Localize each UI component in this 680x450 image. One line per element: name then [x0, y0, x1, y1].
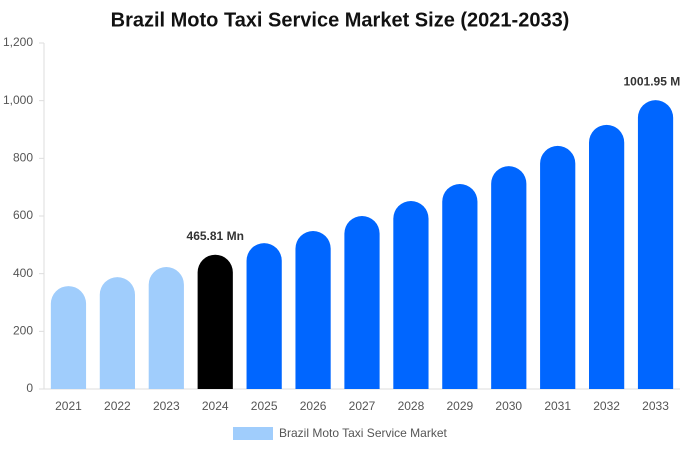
y-tick-label: 400 [13, 266, 33, 280]
bar [393, 201, 429, 389]
value-label: 465.81 Mn [187, 229, 244, 243]
x-tick-label: 2030 [495, 399, 522, 413]
y-tick-label: 800 [13, 151, 33, 165]
x-tick-label: 2033 [642, 399, 669, 413]
x-tick-label: 2029 [446, 399, 473, 413]
bar [540, 145, 576, 389]
x-tick-label: 2021 [55, 399, 82, 413]
x-tick-label: 2023 [153, 399, 180, 413]
legend-label: Brazil Moto Taxi Service Market [279, 426, 447, 440]
bar [637, 100, 674, 389]
bar [148, 267, 184, 389]
bar [442, 183, 478, 389]
value-label: 1001.95 Mn [624, 74, 680, 88]
x-tick-label: 2028 [398, 399, 425, 413]
x-tick-label: 2032 [593, 399, 620, 413]
y-tick-label: 600 [13, 208, 33, 222]
bar [50, 286, 87, 389]
legend-swatch [233, 427, 273, 440]
chart-title: Brazil Moto Taxi Service Market Size (20… [111, 9, 570, 31]
x-tick-label: 2027 [349, 399, 376, 413]
bar [491, 166, 527, 389]
x-tick-label: 2024 [202, 399, 229, 413]
bar [295, 230, 331, 389]
x-tick-label: 2026 [300, 399, 327, 413]
x-tick-label: 2031 [544, 399, 571, 413]
bar [246, 243, 282, 389]
y-tick-label: 1,000 [3, 93, 33, 107]
bar [197, 254, 233, 389]
y-tick-label: 200 [13, 324, 33, 338]
bar [99, 277, 135, 389]
bar [589, 124, 625, 389]
x-tick-label: 2025 [251, 399, 278, 413]
bar [344, 216, 380, 389]
y-tick-label: 1,200 [3, 35, 33, 49]
x-tick-label: 2022 [104, 399, 131, 413]
y-tick-label: 0 [26, 381, 33, 395]
